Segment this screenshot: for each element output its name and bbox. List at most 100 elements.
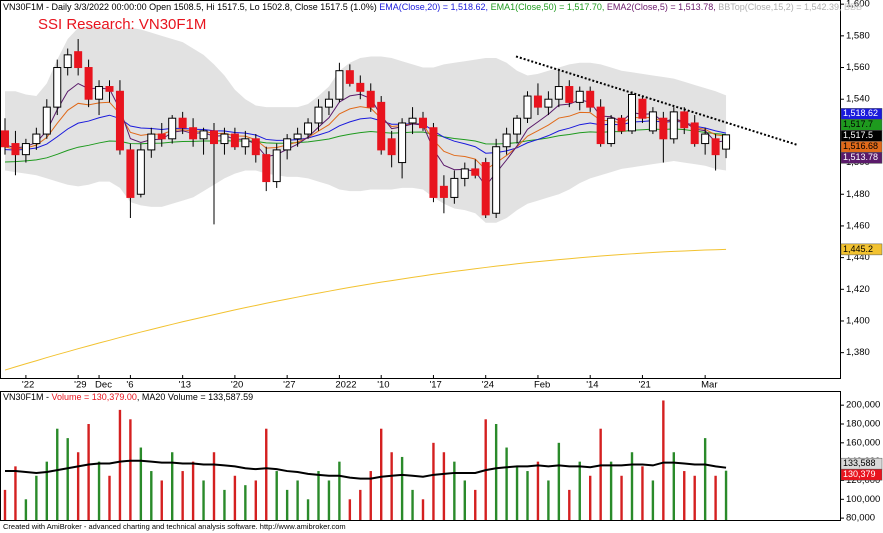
volume-bar xyxy=(244,485,247,520)
volume-bar xyxy=(515,466,519,520)
x-tick-label: '24 xyxy=(482,380,494,391)
volume-bar xyxy=(672,452,675,520)
volume-bar xyxy=(150,471,153,520)
candle-body xyxy=(565,86,574,103)
candle-body xyxy=(84,67,93,100)
volume-bar xyxy=(317,471,320,520)
header-part: Volume = 130,379.00 xyxy=(52,392,137,402)
volume-bar xyxy=(724,470,728,520)
candle-body xyxy=(11,143,20,156)
volume-plot xyxy=(3,400,728,520)
volume-bar xyxy=(66,438,69,520)
candle-body xyxy=(544,98,553,108)
value-badge-label: 1,513.78 xyxy=(843,152,878,162)
volume-bar xyxy=(233,475,237,520)
candle-body xyxy=(701,133,710,145)
volume-bar xyxy=(474,489,477,520)
header-part: EMA1(Close,50) = 1,517.70, xyxy=(491,2,607,12)
volume-bar xyxy=(693,475,696,520)
candle-body xyxy=(492,146,501,214)
header-part: , MA20 Volume = 133,587.59 xyxy=(137,392,253,402)
volume-bar xyxy=(683,471,686,520)
candle-body xyxy=(669,111,678,140)
volume-bar xyxy=(35,475,38,520)
volume-bar xyxy=(557,442,561,520)
volume-bar xyxy=(327,480,331,520)
volume-bar xyxy=(171,452,174,520)
footer: Created with AmiBroker - advanced charti… xyxy=(3,522,346,531)
y-tick-label: 1,580 xyxy=(846,30,870,41)
candle-body xyxy=(314,106,323,124)
value-badge-label: 1,517.5 xyxy=(843,130,873,140)
volume-bar xyxy=(703,438,707,520)
volume-bar xyxy=(45,461,48,520)
candle-body xyxy=(168,117,177,140)
candle-body xyxy=(157,133,166,140)
volume-bar xyxy=(547,480,550,520)
x-tick-label: 2022 xyxy=(335,380,356,391)
candle-body xyxy=(32,133,41,145)
x-tick-label: '14 xyxy=(586,380,598,391)
candle-body xyxy=(293,133,302,140)
candle-body xyxy=(617,117,626,132)
candle-body xyxy=(21,143,30,156)
value-badge-label: 1,517.7 xyxy=(843,119,873,129)
y-tick-label: 1,540 xyxy=(846,94,870,105)
x-tick-label: '17 xyxy=(429,380,441,391)
volume-bar xyxy=(160,480,163,520)
candle-body xyxy=(450,177,459,198)
volume-bar xyxy=(599,428,602,520)
volume-bar xyxy=(338,461,341,520)
y-tick-label: 80,000 xyxy=(846,513,875,524)
chart-title: SSI Research: VN30F1M xyxy=(38,16,206,33)
volume-bar xyxy=(609,461,613,520)
bollinger-band xyxy=(5,26,727,223)
volume-bar xyxy=(76,452,80,520)
volume-bar xyxy=(526,471,529,520)
y-tick-label: 1,480 xyxy=(846,189,870,200)
volume-bar xyxy=(714,475,717,520)
candle-body xyxy=(502,133,511,148)
x-tick-label: Feb xyxy=(534,380,550,391)
candle-body xyxy=(241,138,250,148)
candle-body xyxy=(648,111,657,132)
volume-bar xyxy=(421,499,425,520)
candle-body xyxy=(607,117,616,145)
value-badge xyxy=(840,243,883,256)
volume-bar xyxy=(212,452,216,520)
volume-bar xyxy=(630,452,634,520)
volume-bar xyxy=(494,424,498,520)
value-badge xyxy=(840,152,883,164)
volume-bar xyxy=(306,499,310,520)
volume-bar xyxy=(651,480,655,520)
volume-bar xyxy=(662,400,665,520)
volume-bar xyxy=(118,409,122,520)
volume-bar xyxy=(536,461,540,520)
volume-bar xyxy=(265,428,268,520)
candle-body xyxy=(345,70,354,84)
candle-body xyxy=(136,149,145,195)
header-part: EMA2(Close,5) = 1,513.78, xyxy=(607,2,718,12)
volume-bar xyxy=(3,489,7,520)
candle-body xyxy=(513,117,522,135)
header-part: VN30F1M - Daily 3/3/2022 00:00:00 Open 1… xyxy=(3,2,379,12)
x-tick-label: '6 xyxy=(126,380,133,391)
volume-bar xyxy=(275,471,278,520)
axes: '22 '29 Dec '6 '13 '20 '27 2022 '10 '17 '24 Feb '14 '… xyxy=(22,0,883,524)
volume-bar xyxy=(285,489,289,520)
candle-body xyxy=(387,138,396,156)
candle-body xyxy=(356,82,365,92)
candle-body xyxy=(53,67,62,108)
value-badge-label: 130,379 xyxy=(843,469,876,479)
candle-body xyxy=(251,138,260,156)
volume-bar xyxy=(411,489,414,520)
candle-body xyxy=(147,133,156,151)
y-tick-label: 100,000 xyxy=(846,494,880,505)
candle-body xyxy=(481,162,490,216)
candle-body xyxy=(42,106,51,135)
volume-bar xyxy=(589,475,592,520)
volume-bar xyxy=(24,499,28,520)
volume-ma-line xyxy=(5,459,727,480)
candle-body xyxy=(586,90,595,108)
